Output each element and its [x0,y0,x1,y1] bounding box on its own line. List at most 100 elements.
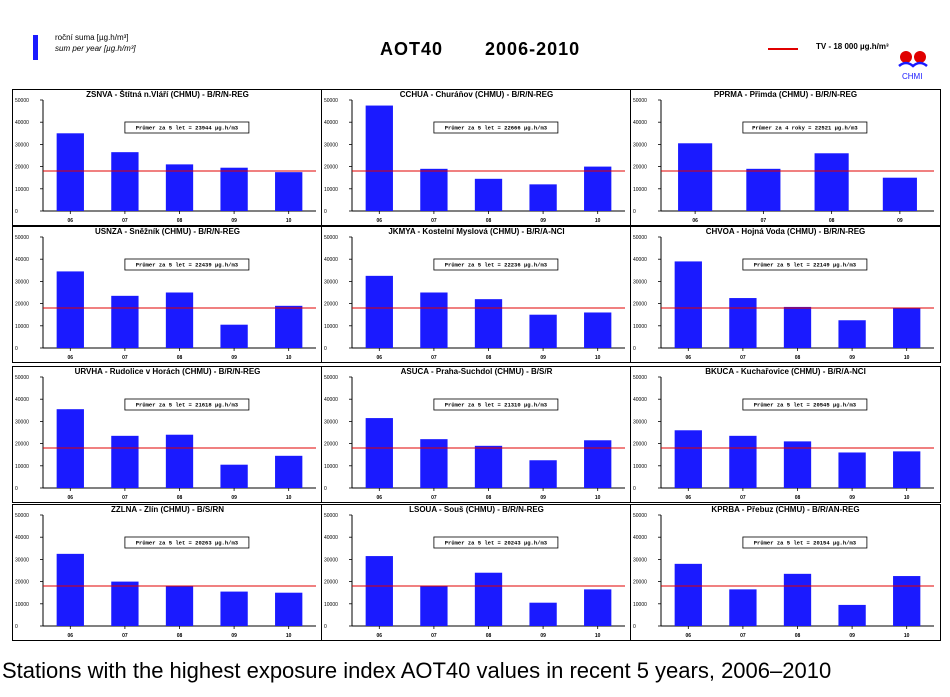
average-note: Průmer za 5 let = 20263 µg.h/m3 [124,536,250,549]
y-tick-label: 20000 [633,165,647,171]
average-note-text: Průmer za 5 let = 22666 µg.h/m3 [445,125,548,132]
x-tick-label: 07 [122,633,128,639]
y-tick-label: 50000 [633,513,647,519]
average-note-text: Průmer za 5 let = 20243 µg.h/m3 [445,540,548,547]
average-note: Průmer za 5 let = 22236 µg.h/m3 [433,258,559,271]
y-tick-label: 0 [633,209,636,215]
chart-title: PPRMA - Přimda (CHMU) - B/R/N-REG [714,90,857,99]
x-tick-label: 06 [377,355,383,361]
y-tick-label: 40000 [15,397,29,403]
bar-09 [220,324,248,348]
x-tick-label: 08 [486,218,492,224]
bar-08 [474,299,503,348]
y-tick-label: 30000 [324,279,338,285]
average-note-text: Průmer za 5 let = 22439 µg.h/m3 [136,262,239,269]
bar-09 [882,177,917,211]
y-tick-label: 20000 [15,302,29,308]
x-tick-label: 08 [177,218,183,224]
x-tick-label: 08 [177,633,183,639]
average-note-box [433,121,559,134]
chart-svg: ZSNVA - Štítná n.Vláří (CHMU) - B/R/N-RE… [15,90,316,224]
chart-title: JKMYA - Kostelní Myslová (CHMU) - B/R/A-… [388,227,564,236]
bar-06 [678,143,713,211]
bar-08 [165,586,194,626]
station-chart: KPRBA - Přebuz (CHMU) - B/R/AN-REG 0 10000… [630,504,941,641]
bar-09 [529,184,557,211]
station-chart: JKMYA - Kostelní Myslová (CHMU) - B/R/A-… [321,226,632,363]
x-tick-label: 10 [286,495,292,501]
title-aot40: AOT40 [380,39,444,59]
chart-svg: JKMYA - Kostelní Myslová (CHMU) - B/R/A-… [324,227,625,361]
average-note-text: Průmer za 5 let = 20545 µg.h/m3 [754,402,857,409]
y-tick-label: 30000 [15,419,29,425]
x-tick-label: 09 [849,495,855,501]
y-tick-label: 20000 [15,580,29,586]
y-tick-label: 40000 [633,257,647,263]
y-tick-label: 0 [15,624,18,630]
x-tick-label: 09 [540,355,546,361]
bar-06 [56,553,84,626]
bar-07 [420,586,448,626]
x-tick-label: 07 [740,495,746,501]
average-note: Průmer za 5 let = 20154 µg.h/m3 [742,536,868,549]
x-tick-label: 08 [486,355,492,361]
y-tick-label: 40000 [633,397,647,403]
x-tick-label: 09 [849,633,855,639]
x-tick-label: 08 [829,218,835,224]
x-tick-label: 09 [897,218,903,224]
bar-09 [220,591,248,626]
y-tick-label: 20000 [324,302,338,308]
x-tick-label: 07 [761,218,767,224]
y-tick-label: 40000 [324,397,338,403]
average-note-text: Průmer za 5 let = 23944 µg.h/m3 [136,125,239,132]
bar-08 [165,164,194,211]
x-tick-label: 06 [686,495,692,501]
legend-tv-line [768,48,798,50]
y-tick-label: 0 [633,346,636,352]
y-tick-label: 50000 [15,375,29,381]
chart-title: KPRBA - Přebuz (CHMU) - B/R/AN-REG [711,505,859,514]
bar-09 [220,464,248,488]
title-years: 2006-2010 [485,39,581,59]
x-tick-label: 07 [740,633,746,639]
bar-09 [838,452,866,488]
bar-09 [529,602,557,626]
bar-10 [584,589,612,626]
bar-06 [674,430,702,488]
y-tick-label: 40000 [15,120,29,126]
chart-svg: ASUCA - Praha-Suchdol (CHMU) - B/S/R0100… [324,367,625,501]
average-note-box [742,398,868,411]
station-chart: CCHUA - Churáňov (CHMU) - B/R/N-REG 0 1000… [321,89,632,226]
y-tick-label: 40000 [324,257,338,263]
chart-svg: LSOUA - Souš (CHMU) - B/R/N-REG 0 10000 200… [324,505,625,639]
average-note: Průmer za 5 let = 22439 µg.h/m3 [124,258,250,271]
average-note: Průmer za 5 let = 22149 µg.h/m3 [742,258,868,271]
x-tick-label: 06 [686,633,692,639]
y-tick-label: 30000 [324,557,338,563]
y-tick-label: 10000 [324,602,338,608]
y-tick-label: 30000 [324,142,338,148]
x-tick-label: 07 [740,355,746,361]
average-note-box [124,536,250,549]
page-title: AOT40 2006-2010 [380,39,580,60]
x-tick-label: 08 [795,355,801,361]
chart-svg: ZZLNA - Zlín (CHMU) - B/S/RN 0 10000 20000 3… [15,505,316,639]
average-note: Průmer za 4 roky = 22521 µg.h/m3 [742,121,868,134]
x-tick-label: 10 [904,495,910,501]
chmi-logo-icon [898,51,928,68]
y-tick-label: 40000 [633,535,647,541]
bar-10 [275,172,303,211]
y-tick-label: 40000 [633,120,647,126]
y-tick-label: 50000 [15,235,29,241]
x-tick-label: 07 [122,218,128,224]
y-tick-label: 50000 [15,98,29,104]
y-tick-label: 30000 [15,142,29,148]
bar-10 [275,455,303,488]
bar-09 [529,460,557,488]
y-tick-label: 0 [324,624,327,630]
average-note-box [742,121,868,134]
x-tick-label: 07 [431,355,437,361]
bar-10 [584,166,612,211]
bar-08 [165,434,194,488]
bar-08 [783,306,812,348]
